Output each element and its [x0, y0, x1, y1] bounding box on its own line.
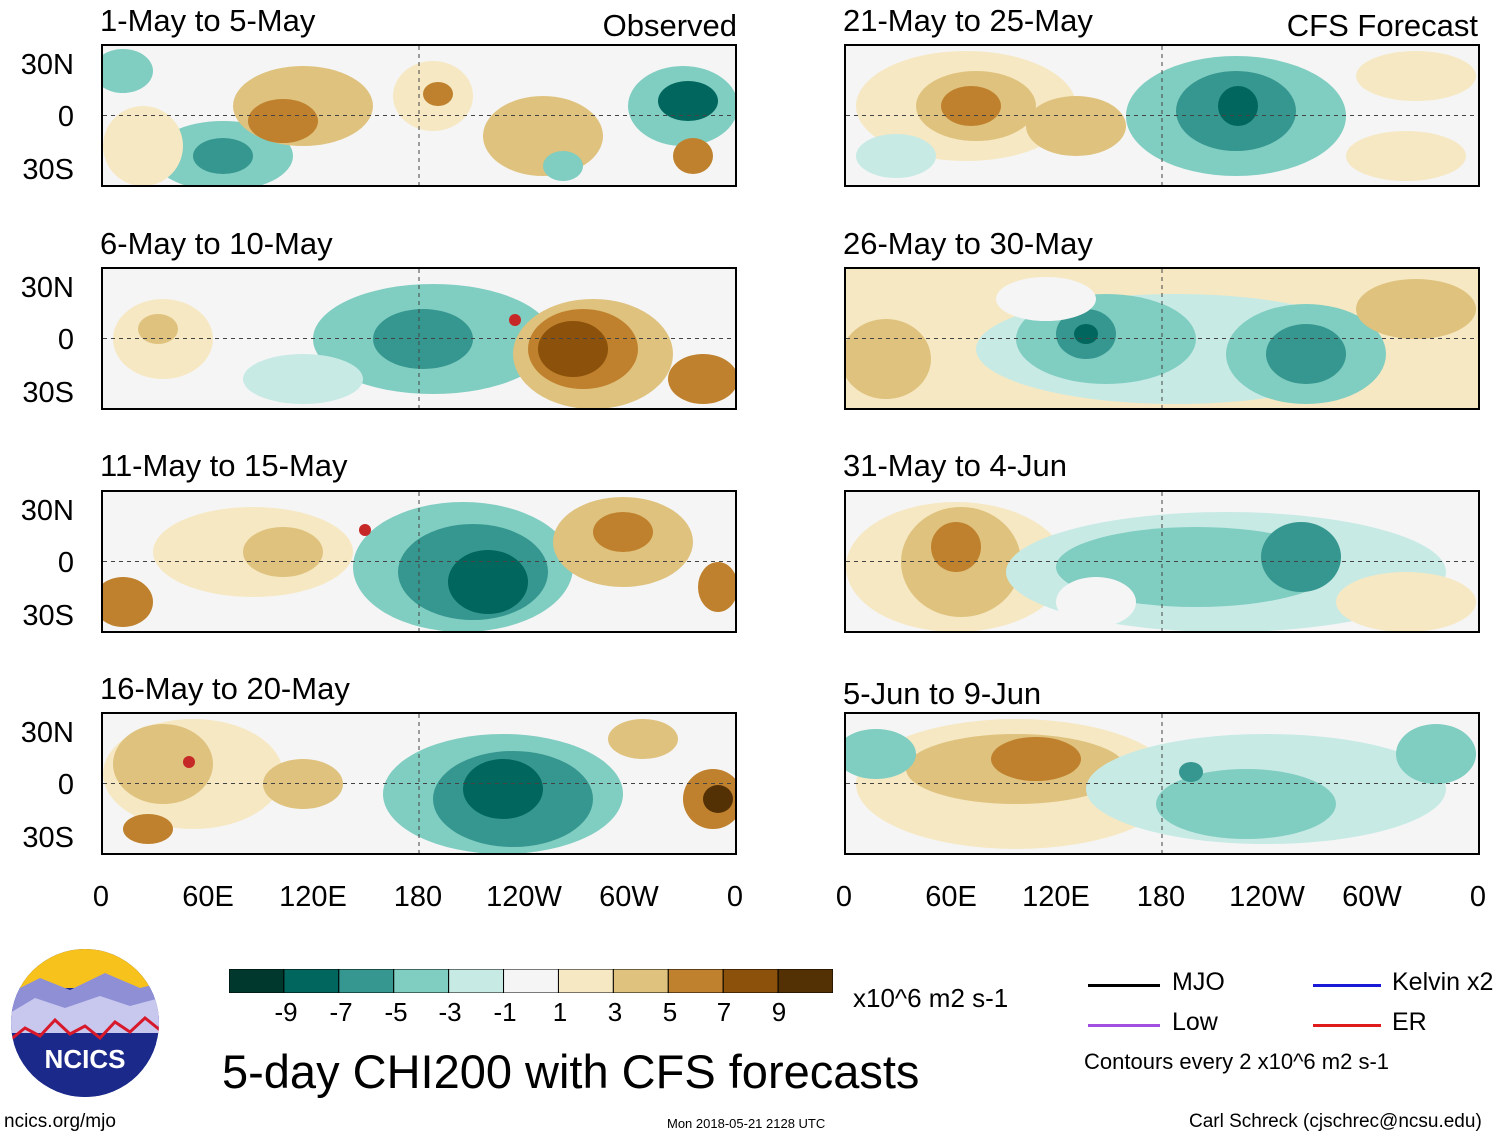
x-tick: 0 — [726, 881, 744, 913]
colorbar-cell — [557, 968, 614, 994]
colorbar-label: -1 — [493, 997, 517, 1027]
legend-line-low — [1088, 1024, 1160, 1027]
panel-title-fc1: 21-May to 25-May — [843, 3, 1093, 38]
colorbar-cell — [448, 968, 505, 994]
x-tick: 60E — [182, 881, 234, 913]
panel-corner-observed: Observed — [602, 8, 737, 43]
map-panel-obs4 — [101, 712, 737, 855]
y-tick-0: 0 — [57, 101, 74, 133]
panel-title-obs4: 16-May to 20-May — [100, 671, 350, 706]
colorbar-cell — [393, 968, 450, 994]
x-tick: 180 — [393, 881, 443, 913]
footer-site-link[interactable]: ncics.org/mjo — [4, 1111, 116, 1132]
colorbar-cell — [283, 968, 340, 994]
map-panel-obs3 — [101, 490, 737, 633]
y-tick-0: 0 — [57, 769, 74, 801]
colorbar-cell — [612, 968, 669, 994]
legend-line-kelvin — [1313, 984, 1381, 987]
ncics-logo: NCICS — [10, 948, 160, 1098]
x-tick: 0 — [1469, 881, 1487, 913]
panel-title-obs1: 1-May to 5-May — [100, 3, 316, 38]
map-panel-obs2 — [101, 267, 737, 410]
colorbar-units: x10^6 m2 s-1 — [853, 983, 1009, 1013]
colorbar — [228, 968, 834, 994]
y-tick-30n: 30N — [20, 495, 74, 527]
legend-label-er: ER — [1392, 1008, 1427, 1036]
colorbar-label: -9 — [274, 997, 298, 1027]
x-tick: 120E — [279, 881, 347, 913]
logo-text: NCICS — [45, 1044, 126, 1074]
legend-line-mjo — [1088, 984, 1160, 987]
panel-title-fc3: 31-May to 4-Jun — [843, 448, 1067, 483]
map-panel-obs1 — [101, 44, 737, 187]
colorbar-cell — [777, 968, 834, 994]
colorbar-cell — [667, 968, 724, 994]
x-tick: 60W — [1342, 881, 1402, 913]
chart-title: 5-day CHI200 with CFS forecasts — [222, 1045, 920, 1098]
panel-title-fc4: 5-Jun to 9-Jun — [843, 676, 1042, 711]
y-tick-30s: 30S — [22, 377, 74, 409]
colorbar-cell — [228, 968, 285, 994]
panel-title-obs3: 11-May to 15-May — [100, 448, 348, 483]
y-tick-30s: 30S — [22, 154, 74, 186]
x-tick: 120W — [486, 881, 562, 913]
map-panel-fc4 — [844, 712, 1480, 855]
y-tick-30n: 30N — [20, 717, 74, 749]
colorbar-label: 3 — [607, 997, 623, 1027]
legend-label-low: Low — [1172, 1008, 1218, 1036]
map-panel-fc2 — [844, 267, 1480, 410]
panel-corner-cfs: CFS Forecast — [1286, 8, 1478, 43]
legend-label-mjo: MJO — [1172, 968, 1225, 996]
y-tick-30s: 30S — [22, 600, 74, 632]
x-tick: 60W — [599, 881, 659, 913]
x-tick: 180 — [1136, 881, 1186, 913]
x-tick: 120E — [1022, 881, 1090, 913]
contour-note: Contours every 2 x10^6 m2 s-1 — [1084, 1049, 1390, 1074]
map-panel-fc3 — [844, 490, 1480, 633]
colorbar-cell — [722, 968, 779, 994]
x-tick: 0 — [92, 881, 110, 913]
colorbar-label: 5 — [662, 997, 678, 1027]
y-tick-0: 0 — [57, 547, 74, 579]
footer-author: Carl Schreck (cjschrec@ncsu.edu) — [1189, 1111, 1482, 1132]
map-panel-fc1 — [844, 44, 1480, 187]
colorbar-cell — [503, 968, 559, 994]
x-tick: 0 — [835, 881, 853, 913]
y-tick-0: 0 — [57, 324, 74, 356]
colorbar-label: -5 — [384, 997, 408, 1027]
legend-line-er — [1313, 1024, 1381, 1027]
panel-title-obs2: 6-May to 10-May — [100, 226, 333, 261]
footer-timestamp: Mon 2018-05-21 2128 UTC — [667, 1116, 826, 1131]
x-tick: 60E — [925, 881, 977, 913]
x-tick: 120W — [1229, 881, 1305, 913]
y-tick-30n: 30N — [20, 272, 74, 304]
y-tick-30s: 30S — [22, 822, 74, 854]
y-tick-30n: 30N — [20, 49, 74, 81]
colorbar-label: 9 — [771, 997, 787, 1027]
panel-title-fc2: 26-May to 30-May — [843, 226, 1093, 261]
colorbar-label: 1 — [552, 997, 568, 1027]
legend-label-kelvin: Kelvin x2 — [1392, 968, 1494, 996]
colorbar-label: -3 — [438, 997, 462, 1027]
colorbar-label: -7 — [329, 997, 353, 1027]
colorbar-cell — [338, 968, 395, 994]
colorbar-label: 7 — [716, 997, 732, 1027]
